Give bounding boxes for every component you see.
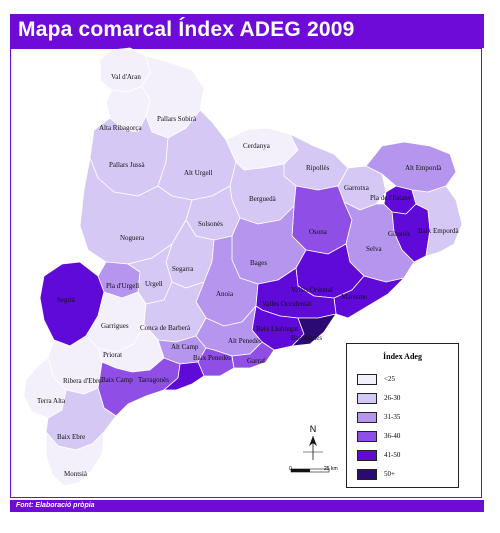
label-conca-de-barbera: Conca de Barberà xyxy=(140,324,191,332)
comarca-tarragones xyxy=(163,361,205,391)
label-ripolles: Ripollès xyxy=(306,164,330,172)
legend-label: 41-50 xyxy=(384,451,401,459)
legend-swatch xyxy=(357,469,377,480)
label-alta-ribagorca: Alta Ribagorça xyxy=(99,124,142,132)
north-label: N xyxy=(309,424,317,434)
label-segria: Segrià xyxy=(57,296,76,304)
label-bergueda: Berguedà xyxy=(249,195,277,203)
legend-swatch xyxy=(357,393,377,404)
label-barcelones: Barcelonès xyxy=(291,334,322,342)
legend-swatch xyxy=(357,374,377,385)
comarca-baix-emporda xyxy=(411,185,463,257)
label-selva: Selva xyxy=(366,245,382,253)
label-pla-d-urgell: Pla d'Urgell xyxy=(106,282,139,290)
label-val-d-aran: Val d'Aran xyxy=(111,73,141,81)
label-alt-penedes: Alt Penedès xyxy=(228,337,262,345)
legend-swatch xyxy=(357,431,377,442)
label-garraf: Garraf xyxy=(247,357,266,365)
legend-label: 36-40 xyxy=(384,432,401,440)
legend-swatch xyxy=(357,450,377,461)
comarca-garraf xyxy=(231,341,275,369)
label-bages: Bages xyxy=(250,259,267,267)
label-garrotxa: Garrotxa xyxy=(344,184,370,192)
label-baix-penedes: Baix Penedès xyxy=(193,354,231,362)
label-garrigues: Garrigues xyxy=(101,322,129,330)
label-alt-emporda: Alt Empordà xyxy=(405,164,442,172)
source-note: Font: Elaboració pròpia xyxy=(16,502,95,509)
legend-label: <25 xyxy=(384,375,395,383)
scale-zero-label: 0 xyxy=(289,466,292,472)
label-osona: Osona xyxy=(309,228,328,236)
label-baix-emporda: Baix Empordà xyxy=(418,227,460,235)
scale-bar xyxy=(290,468,330,473)
footer-bar: Font: Elaboració pròpia xyxy=(10,500,484,512)
label-valles-oriental: Vallès Oriental xyxy=(291,286,333,294)
comarca-barcelones xyxy=(291,313,337,347)
north-arrow-icon xyxy=(303,436,323,460)
legend-label: 31-35 xyxy=(384,413,401,421)
label-alt-urgell: Alt Urgell xyxy=(184,169,213,177)
map-frame xyxy=(10,48,482,498)
label-valles-occidental: Vallès Occidental xyxy=(262,300,311,308)
map-legend: Índex Adeg <25 26-30 31-35 36-40 41-50 5… xyxy=(346,343,459,488)
label-anoia: Anoia xyxy=(216,290,234,298)
comarca-alt-emporda xyxy=(365,141,457,193)
label-segarra: Segarra xyxy=(172,265,194,273)
label-baix-camp: Baix Camp xyxy=(101,376,133,384)
label-urgell: Urgell xyxy=(145,280,163,288)
label-alt-camp: Alt Camp xyxy=(171,343,199,351)
legend-label: 50+ xyxy=(384,470,395,478)
legend-label: 26-30 xyxy=(384,394,401,402)
label-baix-ebre: Baix Ebre xyxy=(57,433,85,441)
label-terra-alta: Terra Alta xyxy=(37,397,66,405)
map-title: Mapa comarcal Índex ADEG 2009 xyxy=(18,18,355,41)
label-ribera-d-ebre: Ribera d'Ebre xyxy=(63,377,101,385)
scale-end-label: 25 km xyxy=(324,466,338,472)
label-girones: Gironès xyxy=(388,230,410,238)
label-pallars-sobira: Pallars Sobirà xyxy=(157,115,197,123)
comarca-labels: Val d'Aran Pallars Sobirà Alta Ribagorça… xyxy=(37,73,460,478)
label-pla-de-l-estany: Pla de l'Estany xyxy=(370,194,412,202)
comarca-maresme xyxy=(333,275,405,319)
legend-title: Índex Adeg xyxy=(383,352,422,361)
label-pallars-jussa: Pallars Jussà xyxy=(109,161,145,169)
label-noguera: Noguera xyxy=(120,234,145,242)
label-priorat: Priorat xyxy=(103,351,122,359)
title-bar: Mapa comarcal Índex ADEG 2009 xyxy=(10,14,484,48)
legend-swatch xyxy=(357,412,377,423)
label-montsia: Montsià xyxy=(64,470,88,478)
label-baix-llobregat: Baix Llobregat xyxy=(256,325,298,333)
comarca-montsia xyxy=(45,431,105,487)
label-cerdanya: Cerdanya xyxy=(243,142,271,150)
label-maresme: Maresme xyxy=(341,293,367,301)
label-solsones: Solsonès xyxy=(198,220,223,228)
label-tarragones: Tarragonès xyxy=(138,376,169,384)
